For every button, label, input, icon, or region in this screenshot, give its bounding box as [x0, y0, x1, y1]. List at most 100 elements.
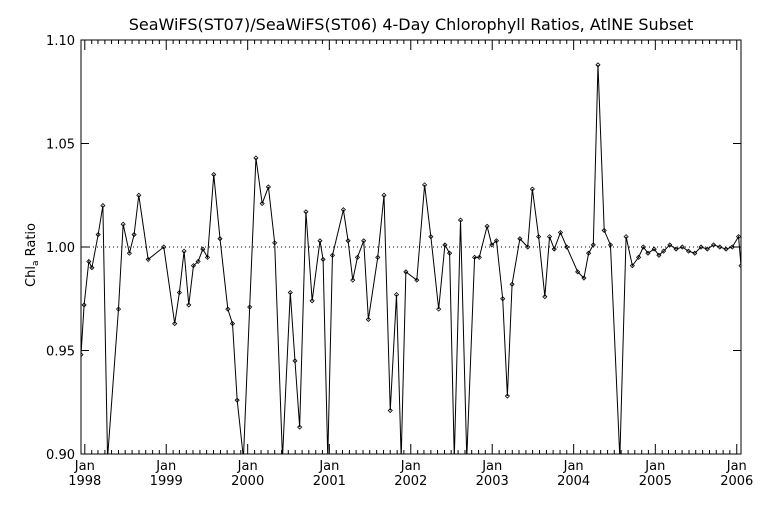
data-point	[686, 248, 692, 254]
data-point	[517, 236, 523, 242]
data-point	[200, 246, 206, 252]
data-point	[651, 246, 657, 252]
svg-text:Chla Ratio: Chla Ratio	[24, 223, 41, 287]
data-point	[86, 258, 92, 265]
data-point	[704, 246, 710, 252]
data-point	[145, 256, 151, 262]
data-point	[136, 192, 142, 198]
data-point	[176, 289, 182, 296]
x-tick-month: Jan	[400, 459, 421, 474]
data-point	[253, 155, 259, 161]
x-tick-year: 2005	[639, 474, 672, 489]
data-point	[536, 234, 542, 240]
data-point	[259, 200, 265, 207]
data-point	[509, 281, 515, 287]
data-point	[181, 248, 187, 254]
data-point	[172, 321, 178, 327]
data-point	[500, 296, 506, 302]
data-point	[309, 298, 315, 304]
x-tick-year: 2006	[720, 474, 753, 489]
data-point	[120, 221, 126, 227]
x-axis-ticks: Jan1998Jan1999Jan2000Jan2001Jan2002Jan20…	[68, 40, 753, 489]
data-point	[381, 192, 387, 198]
data-point	[287, 289, 293, 296]
y-axis-label-subscript: a	[31, 261, 41, 267]
data-point	[489, 242, 495, 248]
x-tick-month: Jan	[237, 459, 258, 474]
y-axis-label: Chla Ratio	[24, 223, 41, 287]
data-point	[161, 244, 167, 250]
data-point	[493, 238, 500, 244]
data-point	[738, 263, 741, 269]
data-point	[717, 244, 723, 250]
y-axis-label-rest: Ratio	[24, 223, 39, 261]
y-axis-label-main: Chl	[24, 266, 39, 287]
data-point	[81, 352, 84, 358]
data-point	[292, 358, 298, 364]
data-point	[190, 263, 197, 269]
data-point	[217, 236, 223, 242]
data-point	[472, 254, 478, 260]
data-point	[442, 242, 448, 248]
data-point	[607, 242, 614, 248]
data-point	[457, 217, 464, 223]
data-point	[557, 229, 564, 236]
data-point	[272, 240, 278, 246]
data-point	[422, 182, 428, 188]
data-point	[590, 242, 596, 248]
data-point	[106, 456, 110, 460]
data-point	[595, 62, 601, 68]
data-point	[735, 234, 741, 240]
data-point	[465, 456, 469, 460]
data-point	[723, 246, 729, 252]
series-group	[81, 62, 741, 460]
data-point	[115, 306, 122, 312]
data-point	[320, 256, 326, 262]
x-tick-month: Jan	[644, 459, 665, 474]
data-point	[436, 306, 442, 312]
data-point	[225, 306, 231, 312]
data-point	[195, 258, 201, 265]
data-point	[317, 238, 323, 244]
data-point	[100, 203, 106, 209]
data-point	[297, 424, 303, 430]
data-point	[414, 277, 420, 283]
x-tick-year: 2000	[231, 474, 264, 489]
data-point	[529, 186, 535, 192]
data-point	[247, 304, 253, 310]
x-tick-year: 1998	[68, 474, 101, 489]
y-tick-label: 1.10	[46, 34, 75, 49]
y-tick-label: 0.90	[46, 448, 75, 463]
data-point	[640, 244, 646, 250]
data-point	[661, 248, 667, 254]
data-point	[345, 238, 351, 244]
data-point	[186, 302, 192, 308]
data-point	[126, 250, 132, 256]
data-point	[476, 254, 482, 260]
x-tick-month: Jan	[563, 459, 584, 474]
data-point	[575, 269, 581, 275]
data-point	[629, 263, 635, 269]
x-tick-month: Jan	[318, 459, 339, 474]
y-tick-label: 0.95	[46, 345, 75, 360]
data-point	[354, 254, 361, 260]
data-point	[586, 250, 592, 256]
x-tick-month: Jan	[726, 459, 747, 474]
data-point	[211, 171, 217, 178]
data-point	[393, 292, 400, 298]
chart-title: SeaWiFS(ST07)/SeaWiFS(ST06) 4-Day Chloro…	[129, 15, 694, 34]
data-point	[601, 227, 607, 234]
y-tick-label: 1.05	[46, 138, 75, 153]
data-point	[656, 252, 662, 258]
data-point	[452, 456, 456, 460]
data-point	[623, 234, 629, 240]
x-tick-year: 2004	[557, 474, 590, 489]
data-point	[551, 246, 557, 252]
data-point	[546, 234, 553, 240]
data-point	[542, 294, 548, 300]
data-point	[581, 275, 587, 281]
x-tick-year: 1999	[150, 474, 183, 489]
data-point	[667, 242, 673, 248]
